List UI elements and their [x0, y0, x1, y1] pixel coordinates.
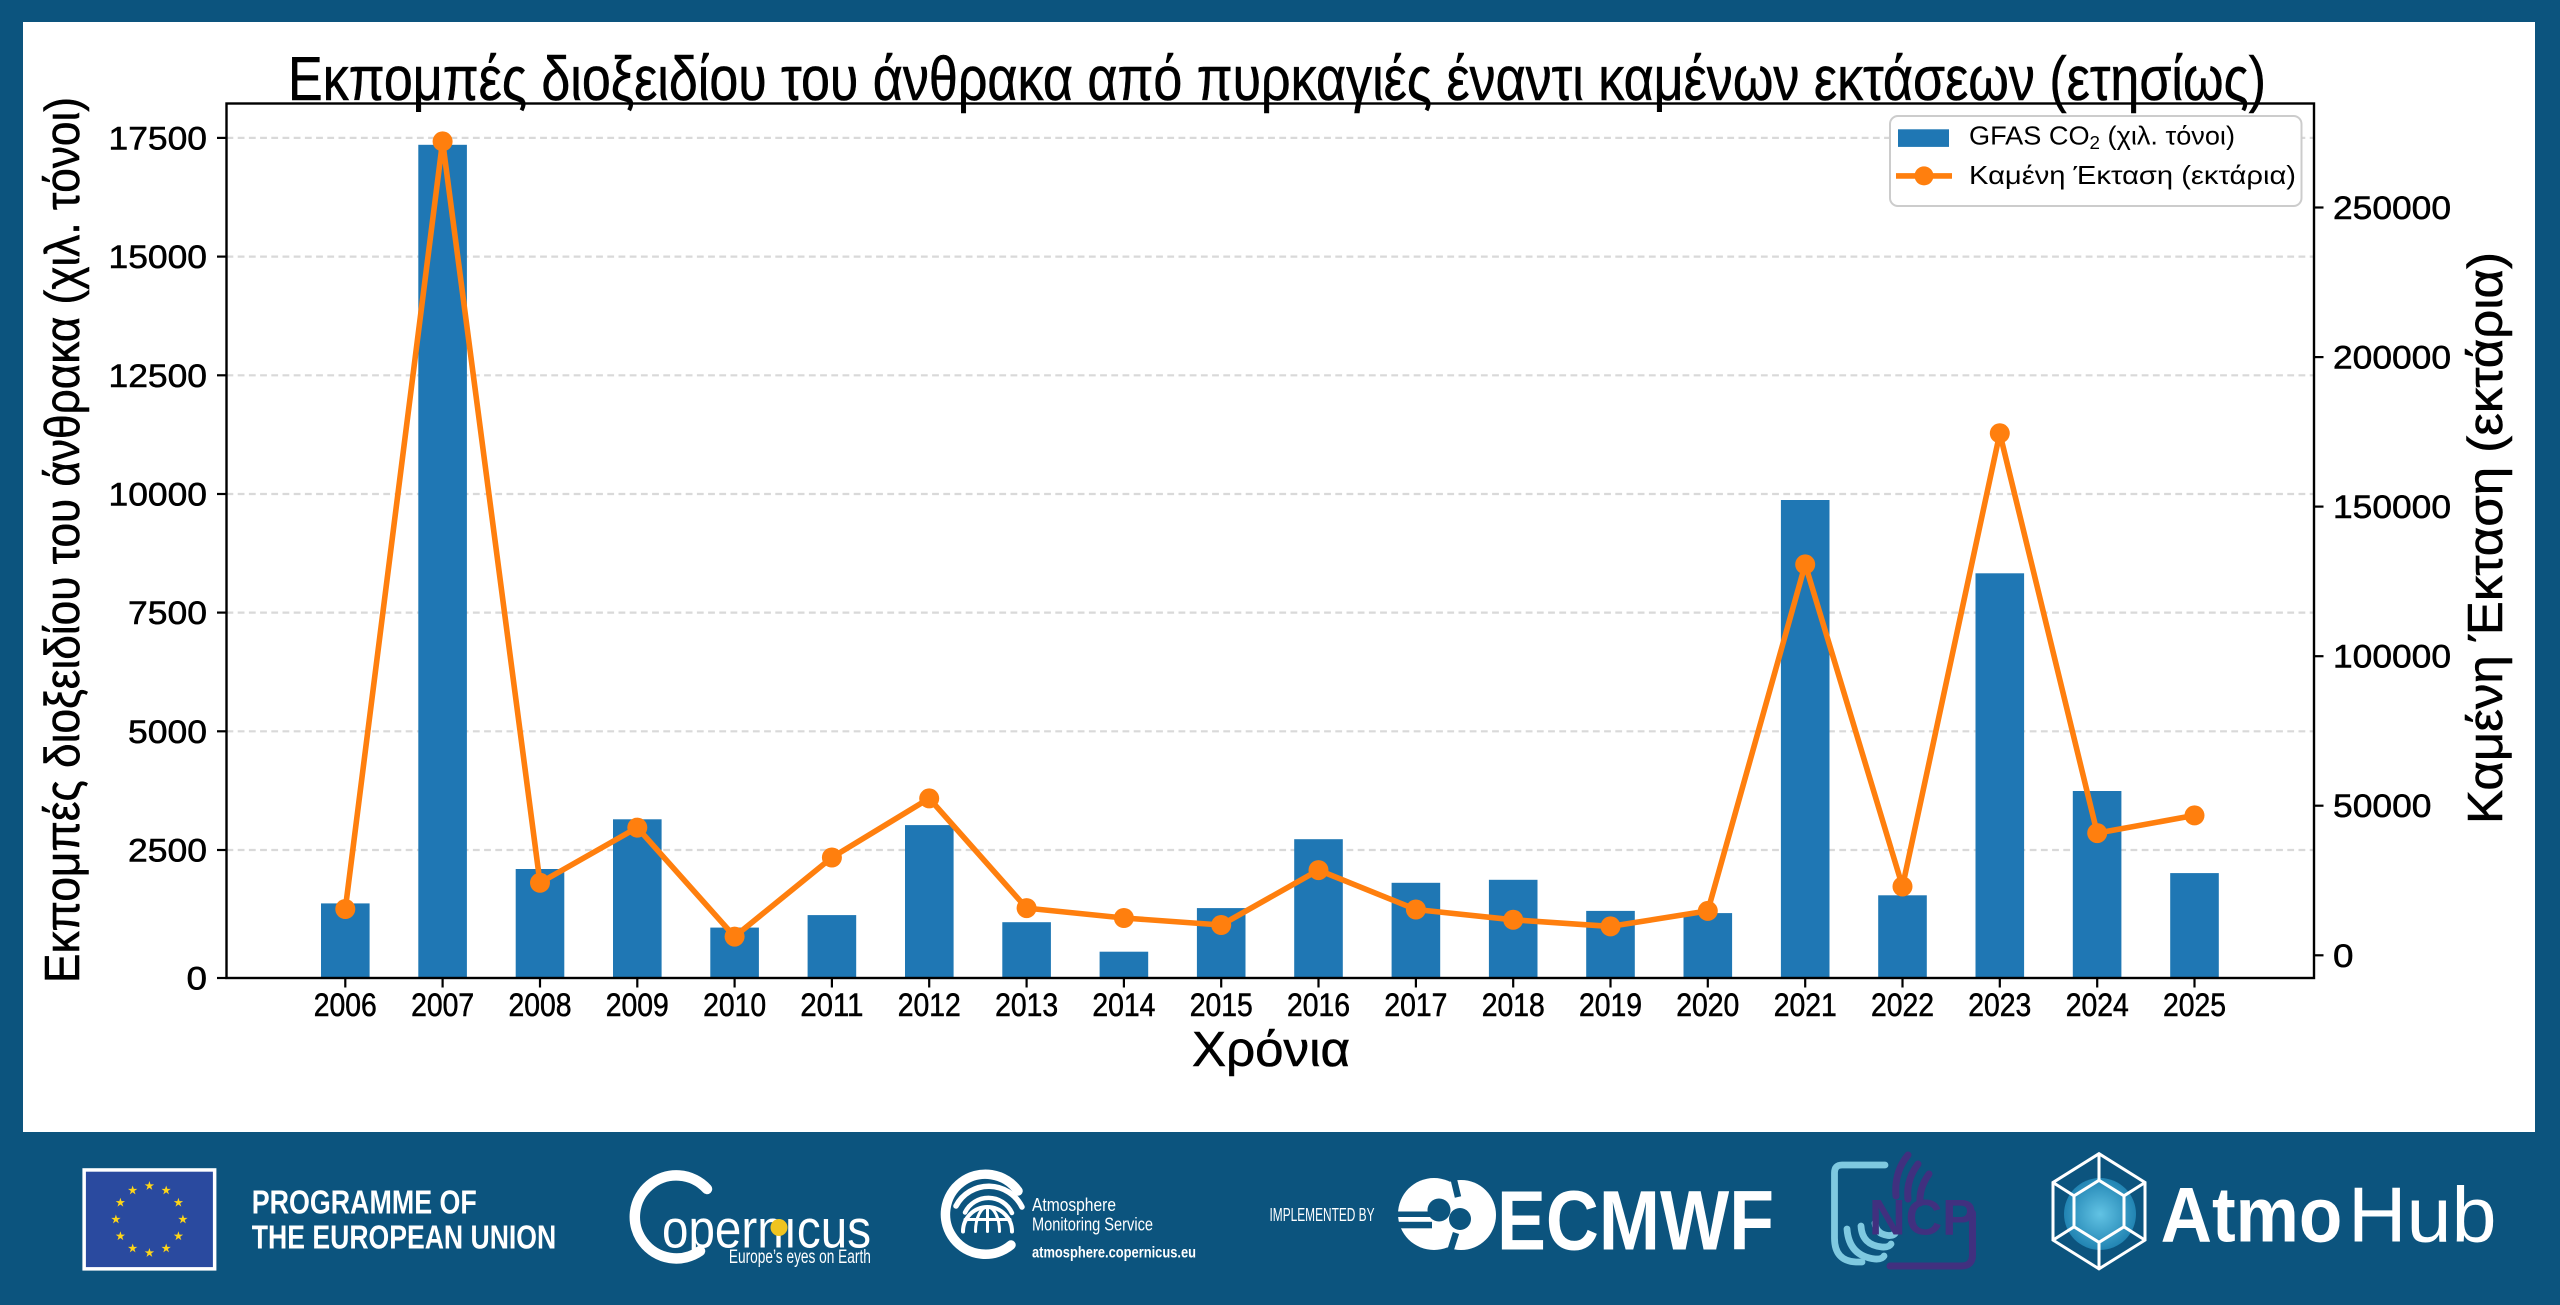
svg-text:5000: 5000	[128, 714, 207, 750]
svg-text:10000: 10000	[109, 477, 208, 513]
svg-text:2008: 2008	[509, 987, 572, 1023]
svg-text:2012: 2012	[898, 987, 961, 1023]
svg-text:Χρόνια: Χρόνια	[1192, 1023, 1350, 1077]
svg-text:250000: 250000	[2333, 190, 2451, 226]
svg-text:150000: 150000	[2333, 489, 2451, 525]
svg-text:Καμένη Έκταση (εκτάρια): Καμένη Έκταση (εκτάρια)	[1969, 160, 2296, 190]
svg-text:2025: 2025	[2163, 987, 2226, 1023]
svg-text:opernıcus: opernıcus	[662, 1200, 871, 1260]
svg-text:12500: 12500	[109, 358, 208, 394]
svg-text:IMPLEMENTED BY: IMPLEMENTED BY	[1270, 1205, 1375, 1225]
svg-text:2024: 2024	[2066, 987, 2129, 1023]
svg-text:2019: 2019	[1579, 987, 1642, 1023]
svg-text:THE EUROPEAN UNION: THE EUROPEAN UNION	[252, 1219, 556, 1256]
svg-text:100000: 100000	[2333, 639, 2451, 675]
svg-text:2010: 2010	[703, 987, 766, 1023]
svg-text:Europe’s eyes on Earth: Europe’s eyes on Earth	[729, 1247, 871, 1268]
svg-text:Hub: Hub	[2348, 1171, 2497, 1259]
svg-text:2021: 2021	[1774, 987, 1837, 1023]
svg-text:Εκπομπές διοξειδίου του άνθρακ: Εκπομπές διοξειδίου του άνθρακα από πυρκ…	[288, 45, 2266, 114]
svg-text:2500: 2500	[128, 833, 207, 869]
svg-text:0: 0	[2333, 938, 2354, 974]
svg-text:200000: 200000	[2333, 340, 2451, 376]
svg-text:PROGRAMME OF: PROGRAMME OF	[252, 1183, 477, 1220]
svg-text:2016: 2016	[1287, 987, 1350, 1023]
svg-text:7500: 7500	[128, 595, 207, 631]
svg-text:2015: 2015	[1190, 987, 1253, 1023]
svg-text:2022: 2022	[1871, 987, 1934, 1023]
svg-text:0: 0	[187, 961, 208, 997]
svg-text:50000: 50000	[2333, 788, 2432, 824]
svg-text:2017: 2017	[1384, 987, 1447, 1023]
svg-text:2007: 2007	[411, 987, 474, 1023]
svg-text:Atmo: Atmo	[2161, 1171, 2343, 1259]
svg-text:2009: 2009	[606, 987, 669, 1023]
svg-text:2018: 2018	[1482, 987, 1545, 1023]
svg-text:Εκπομπές διοξειδίου του άνθρακ: Εκπομπές διοξειδίου του άνθρακα (χιλ. τό…	[36, 97, 90, 983]
svg-text:ECMWF: ECMWF	[1497, 1174, 1774, 1268]
svg-text:NCP: NCP	[1869, 1189, 1976, 1245]
svg-text:17500: 17500	[109, 120, 208, 156]
svg-text:2013: 2013	[995, 987, 1058, 1023]
svg-text:Atmosphere: Atmosphere	[1032, 1195, 1116, 1215]
svg-text:2020: 2020	[1676, 987, 1739, 1023]
svg-text:GFAS CO2 (χιλ. τόνοι): GFAS CO 2 (χιλ. τόνοι)	[1969, 120, 2235, 153]
svg-text:15000: 15000	[109, 239, 208, 275]
svg-text:Καμένη Έκταση (εκτάρια): Καμένη Έκταση (εκτάρια)	[2459, 252, 2513, 824]
svg-text:2011: 2011	[800, 987, 863, 1023]
svg-text:2023: 2023	[1968, 987, 2031, 1023]
svg-text:2006: 2006	[314, 987, 377, 1023]
svg-text:2014: 2014	[1092, 987, 1155, 1023]
svg-text:Monitoring Service: Monitoring Service	[1032, 1215, 1153, 1235]
svg-text:atmosphere.copernicus.eu: atmosphere.copernicus.eu	[1032, 1245, 1196, 1262]
